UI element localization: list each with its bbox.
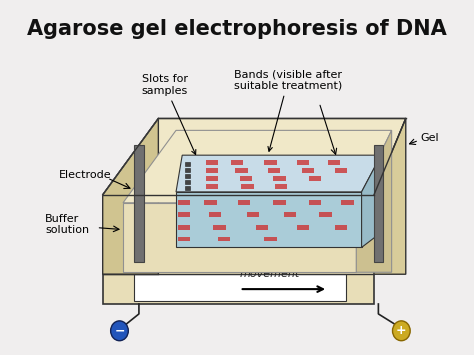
Bar xyxy=(218,236,230,241)
Bar xyxy=(284,212,296,217)
Bar xyxy=(341,200,354,205)
Bar xyxy=(241,184,254,189)
Bar xyxy=(185,162,190,166)
Bar xyxy=(209,212,221,217)
Polygon shape xyxy=(103,195,374,274)
Text: Electrode: Electrode xyxy=(58,170,111,180)
Polygon shape xyxy=(176,155,381,192)
Bar xyxy=(185,180,190,184)
Bar xyxy=(134,145,144,262)
Bar xyxy=(204,200,217,205)
Circle shape xyxy=(392,321,410,341)
Polygon shape xyxy=(123,130,392,203)
Polygon shape xyxy=(356,130,392,272)
Polygon shape xyxy=(176,192,362,247)
Bar xyxy=(185,174,190,178)
Bar xyxy=(297,160,310,165)
Polygon shape xyxy=(103,119,406,195)
Bar xyxy=(273,176,286,181)
Text: Agarose gel electrophoresis of DNA: Agarose gel electrophoresis of DNA xyxy=(27,19,447,39)
Polygon shape xyxy=(134,274,346,301)
Text: Bands (visible after
suitable treatment): Bands (visible after suitable treatment) xyxy=(234,69,342,151)
Bar xyxy=(178,225,190,230)
Bar xyxy=(238,200,250,205)
Bar xyxy=(235,168,247,173)
Bar xyxy=(268,168,280,173)
Text: +: + xyxy=(396,324,407,337)
Text: Slots for
samples: Slots for samples xyxy=(141,74,196,154)
Bar xyxy=(178,200,190,205)
Bar xyxy=(309,176,321,181)
Bar xyxy=(335,225,347,230)
Polygon shape xyxy=(123,203,356,272)
Bar xyxy=(213,225,226,230)
Text: Gel: Gel xyxy=(421,133,439,143)
Bar xyxy=(247,212,259,217)
Text: Buffer
solution: Buffer solution xyxy=(45,214,90,235)
Bar xyxy=(319,212,331,217)
Bar xyxy=(206,184,219,189)
Bar xyxy=(264,236,277,241)
Polygon shape xyxy=(362,155,381,247)
Bar xyxy=(185,186,190,190)
Polygon shape xyxy=(103,274,374,304)
Polygon shape xyxy=(374,119,406,274)
Bar xyxy=(273,200,286,205)
Bar xyxy=(206,176,219,181)
Bar xyxy=(240,176,252,181)
Text: −: − xyxy=(114,324,125,337)
Bar xyxy=(178,212,190,217)
Bar xyxy=(231,160,243,165)
Bar xyxy=(374,145,383,262)
Bar xyxy=(206,160,219,165)
Bar xyxy=(301,168,314,173)
Bar xyxy=(255,225,268,230)
Text: Direction of
movement: Direction of movement xyxy=(240,258,304,279)
Bar xyxy=(264,160,277,165)
Polygon shape xyxy=(103,119,158,274)
Bar xyxy=(206,168,219,173)
Bar xyxy=(275,184,287,189)
Bar xyxy=(335,168,347,173)
Bar xyxy=(309,200,321,205)
Bar xyxy=(178,236,190,241)
Bar xyxy=(185,168,190,172)
Bar xyxy=(328,160,340,165)
Bar xyxy=(297,225,310,230)
Circle shape xyxy=(110,321,128,341)
